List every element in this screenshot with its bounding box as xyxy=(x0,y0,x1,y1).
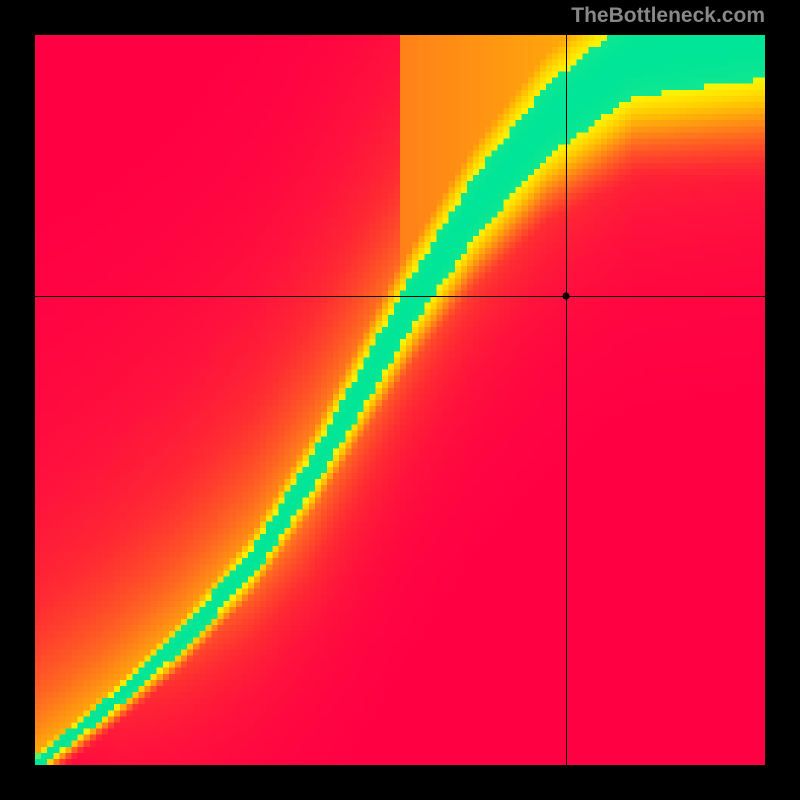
heatmap-canvas xyxy=(35,35,765,765)
heatmap-chart xyxy=(35,35,765,765)
watermark-text: TheBottleneck.com xyxy=(0,0,800,30)
